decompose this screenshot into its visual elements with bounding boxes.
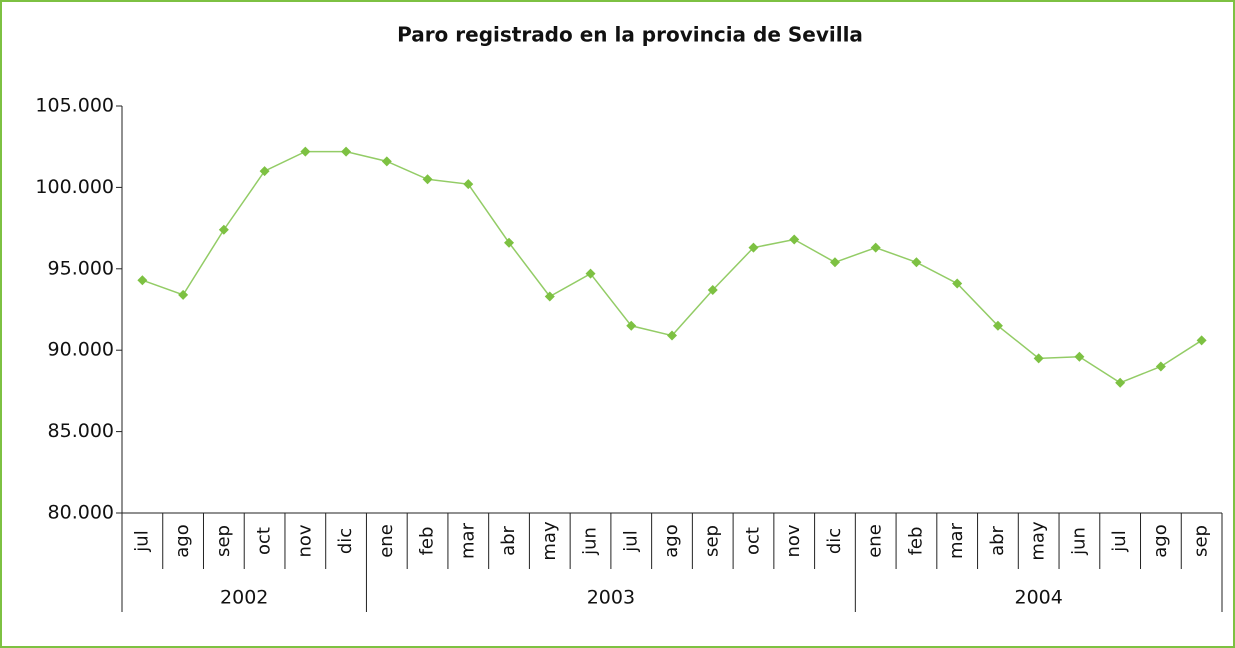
marker xyxy=(1033,353,1044,364)
x-tick-label: dic xyxy=(335,528,356,554)
marker xyxy=(1196,335,1207,346)
marker xyxy=(911,257,922,268)
marker xyxy=(952,278,963,289)
marker xyxy=(870,242,881,253)
x-tick-label: ene xyxy=(376,524,397,558)
x-tick-label: oct xyxy=(742,527,763,555)
x-tick-label: sep xyxy=(1191,525,1212,557)
y-tick-label: 95.000 xyxy=(48,257,114,279)
marker xyxy=(992,320,1003,331)
x-tick-label: jun xyxy=(1068,527,1089,556)
x-tick-label: may xyxy=(539,521,560,561)
series-line xyxy=(142,150,1203,384)
chart-title: Paro registrado en la provincia de Sevil… xyxy=(397,23,863,47)
y-tick-label: 85.000 xyxy=(48,420,114,442)
marker xyxy=(259,166,270,177)
x-tick-label: ago xyxy=(172,524,193,557)
marker xyxy=(1115,377,1126,388)
x-tick-label: jul xyxy=(1109,530,1130,552)
y-tick-label: 80.000 xyxy=(48,502,114,524)
x-tick-label: jun xyxy=(580,527,601,556)
x-tick-label: oct xyxy=(254,527,275,555)
marker xyxy=(422,174,433,185)
y-tick-label: 100.000 xyxy=(35,176,114,198)
x-tick-label: sep xyxy=(213,525,234,557)
x-tick-label: may xyxy=(1028,521,1049,561)
x-tick-label: feb xyxy=(905,527,926,556)
marker xyxy=(504,237,515,248)
x-tick-label: ene xyxy=(865,524,886,558)
marker xyxy=(707,284,718,295)
marker xyxy=(626,320,637,331)
group-label: 2003 xyxy=(587,587,635,609)
marker xyxy=(789,234,800,245)
x-tick-label: abr xyxy=(498,525,519,555)
y-tick-label: 105.000 xyxy=(35,95,114,117)
marker xyxy=(178,289,189,300)
group-label: 2004 xyxy=(1014,587,1062,609)
marker xyxy=(381,156,392,167)
x-tick-label: jul xyxy=(131,530,152,552)
y-tick-label: 90.000 xyxy=(48,339,114,361)
x-tick-label: ago xyxy=(661,524,682,557)
marker xyxy=(748,242,759,253)
x-tick-label: jul xyxy=(620,530,641,552)
marker xyxy=(1074,351,1085,362)
marker xyxy=(544,291,555,302)
marker xyxy=(137,275,148,286)
marker xyxy=(300,146,311,157)
x-tick-label: dic xyxy=(824,528,845,554)
marker xyxy=(463,179,474,190)
x-tick-label: abr xyxy=(987,525,1008,555)
x-tick-label: ago xyxy=(1150,524,1171,557)
x-tick-label: feb xyxy=(417,527,438,556)
marker xyxy=(341,146,352,157)
marker xyxy=(1155,361,1166,372)
marker xyxy=(218,224,229,235)
marker xyxy=(667,330,677,341)
x-tick-label: sep xyxy=(702,525,723,557)
x-tick-label: nov xyxy=(294,524,315,557)
marker xyxy=(829,257,840,268)
marker xyxy=(585,268,596,279)
group-label: 2002 xyxy=(220,587,268,609)
x-tick-label: nov xyxy=(783,524,804,557)
x-tick-label: mar xyxy=(457,522,478,559)
x-tick-label: mar xyxy=(946,522,967,559)
